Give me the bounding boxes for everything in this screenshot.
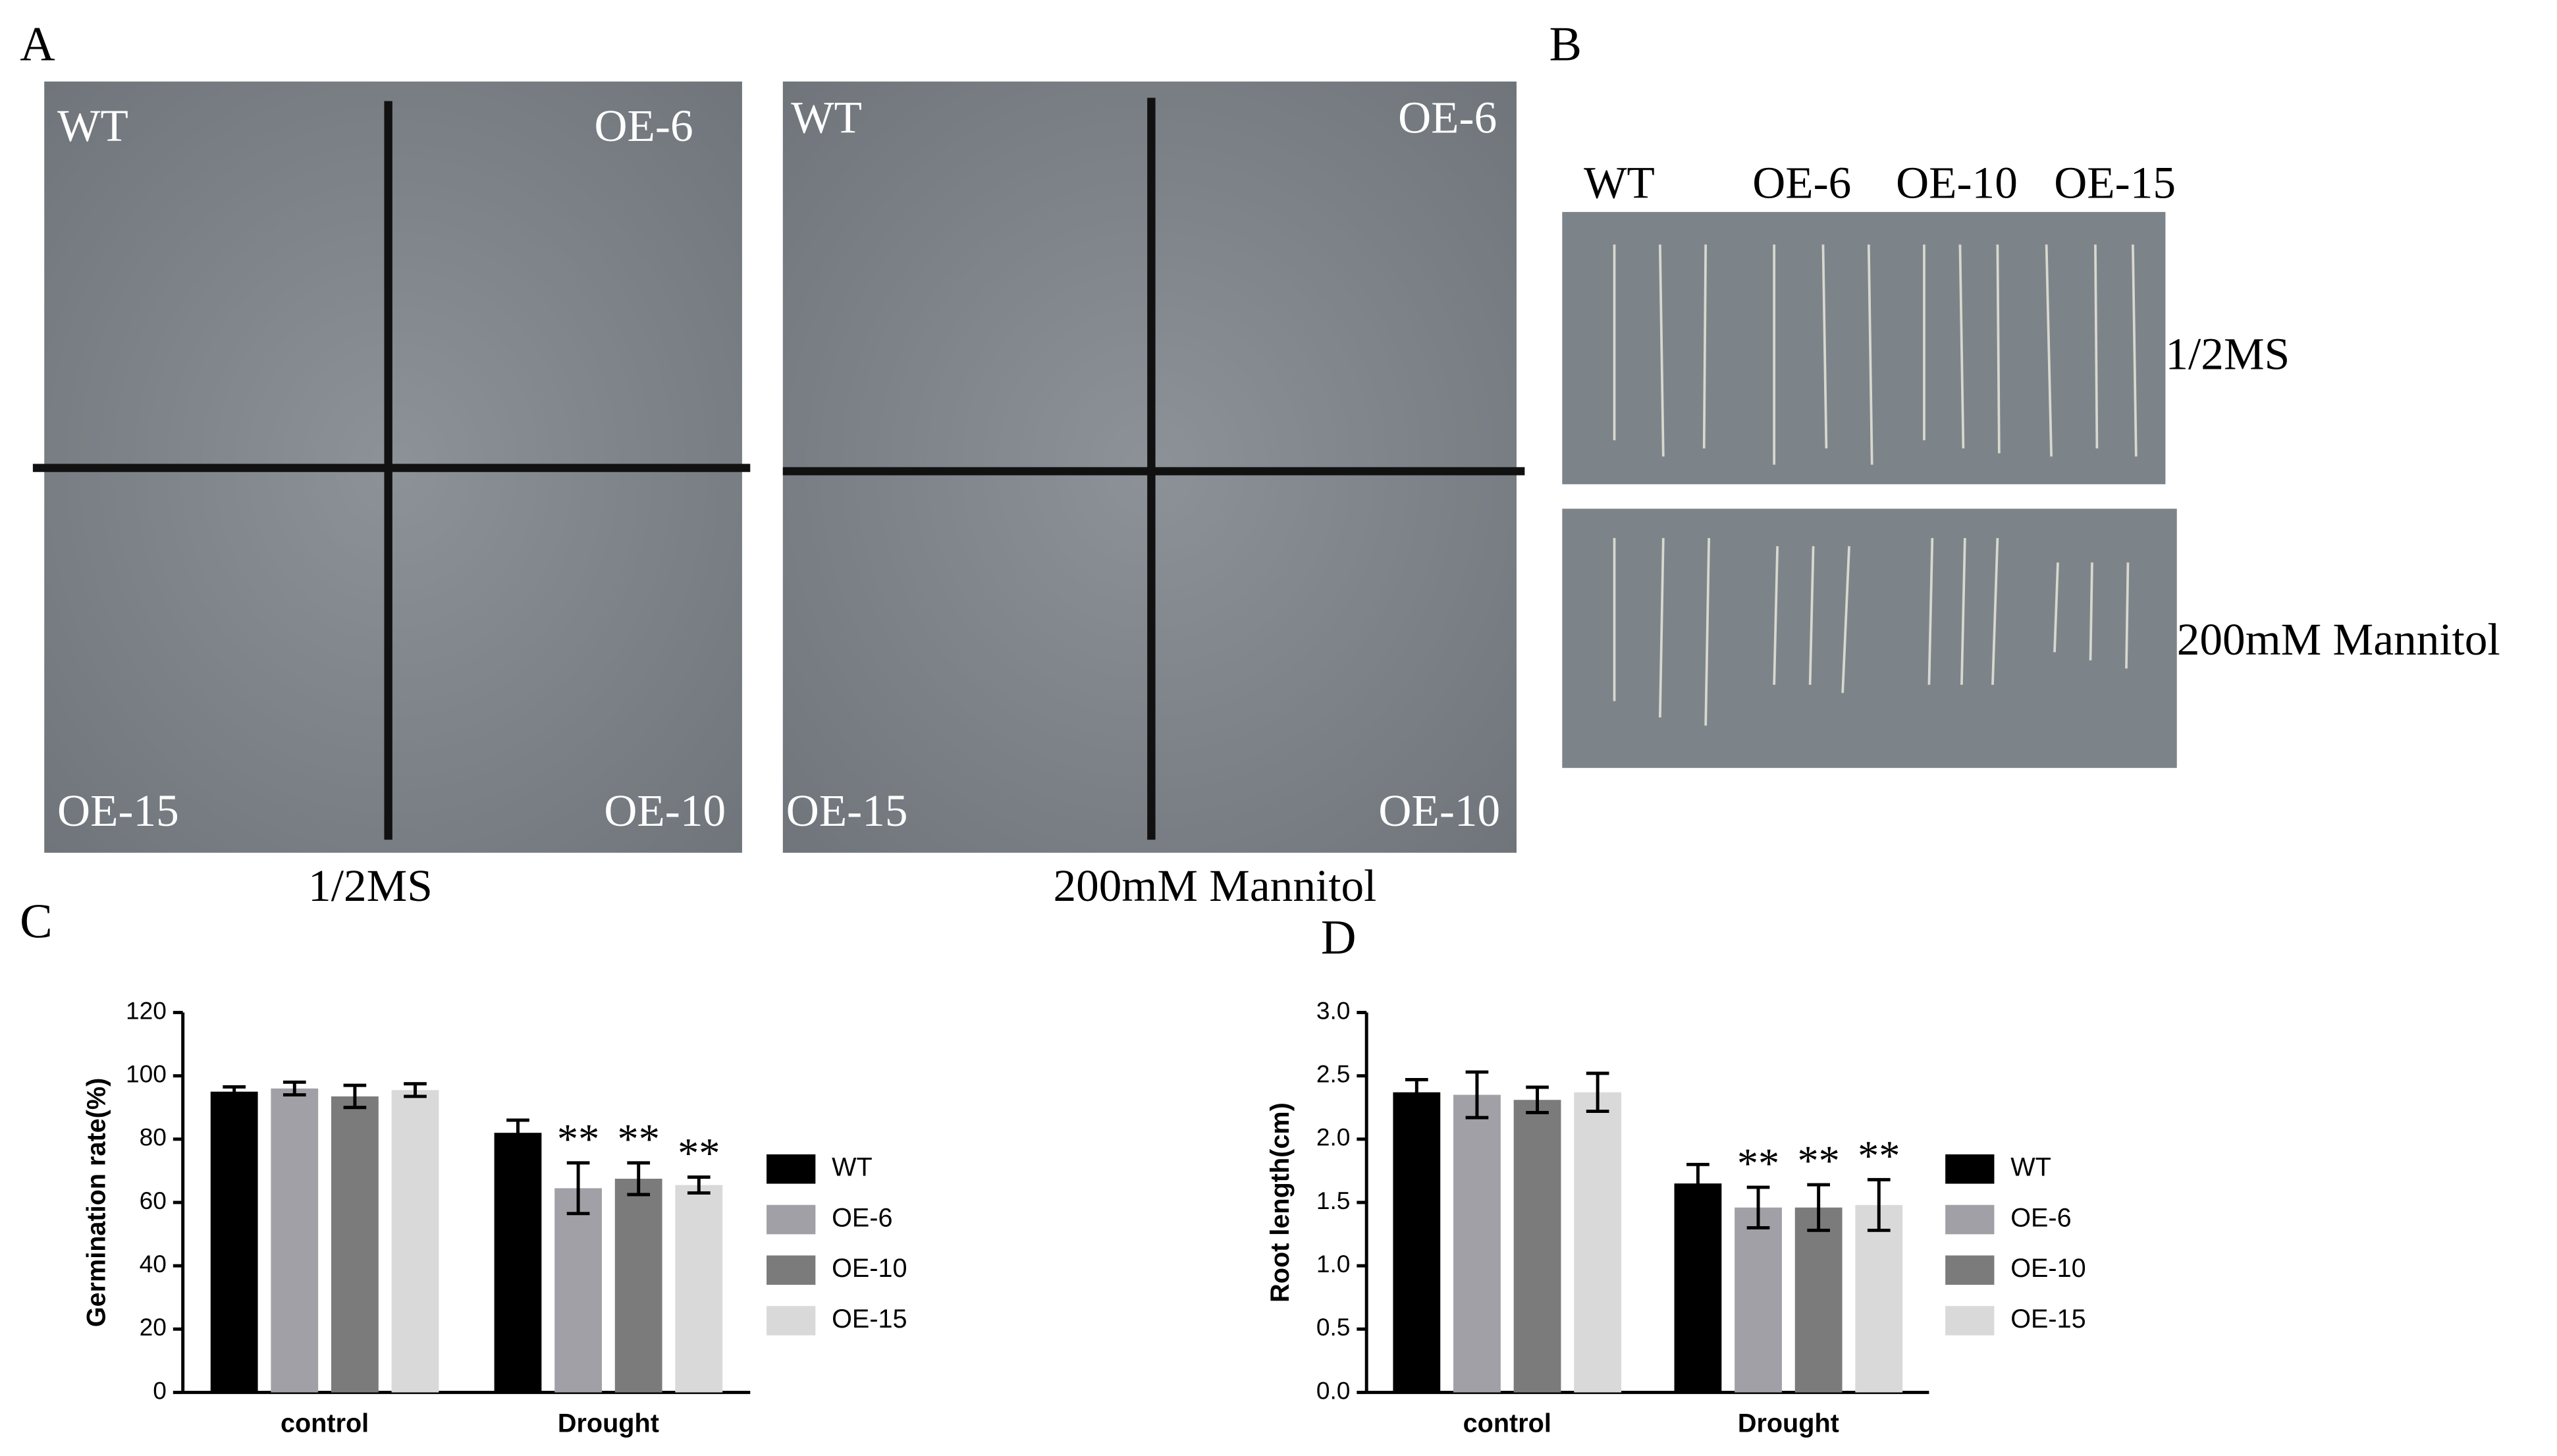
bar	[675, 1185, 723, 1393]
bar	[210, 1091, 258, 1393]
bar	[1674, 1183, 1722, 1393]
plate-label: OE-6	[595, 100, 693, 151]
x-tick-label: control	[1463, 1409, 1551, 1438]
panel-label: D	[1321, 911, 1357, 965]
y-tick-label: 0.5	[1316, 1313, 1351, 1341]
y-tick-label: 1.0	[1316, 1250, 1351, 1278]
significance-label: **	[678, 1130, 720, 1177]
plate-label: WT	[57, 100, 128, 151]
y-tick-label: 1.5	[1316, 1187, 1351, 1214]
plate-photo	[782, 81, 1525, 853]
line-label: OE-6	[1752, 157, 1851, 208]
bar	[494, 1133, 542, 1393]
y-tick-label: 0.0	[1316, 1376, 1351, 1404]
legend-label: OE-10	[2010, 1254, 2086, 1283]
root-photo	[1562, 508, 2177, 768]
y-tick-label: 0	[153, 1376, 167, 1404]
bar	[614, 1178, 662, 1393]
y-tick-label: 2.5	[1316, 1060, 1351, 1088]
y-tick-label: 40	[140, 1250, 167, 1278]
plate-label: OE-15	[57, 785, 179, 836]
significance-label: **	[1797, 1137, 1839, 1184]
line-label: OE-10	[1896, 157, 2018, 208]
y-tick-label: 2.0	[1316, 1123, 1351, 1151]
bar	[1855, 1204, 1903, 1393]
x-tick-label: control	[281, 1409, 369, 1438]
legend-label: OE-15	[2010, 1305, 2086, 1334]
significance-label: **	[618, 1116, 660, 1162]
plate-label: OE-15	[786, 785, 908, 836]
legend-label: WT	[2010, 1153, 2051, 1182]
x-tick-label: Drought	[558, 1409, 659, 1438]
legend-label: OE-10	[832, 1254, 907, 1283]
line-label: WT	[1584, 157, 1655, 208]
bar	[1794, 1207, 1843, 1393]
significance-label: **	[557, 1116, 599, 1162]
y-tick-label: 100	[126, 1060, 167, 1088]
plate-photo	[32, 81, 751, 853]
legend-label: OE-15	[832, 1305, 907, 1334]
panel-label: C	[20, 894, 53, 948]
legend-swatch	[767, 1154, 816, 1184]
legend-swatch	[767, 1306, 816, 1335]
y-tick-label: 80	[140, 1123, 167, 1151]
y-axis-label: Germination rate(%)	[82, 1078, 111, 1328]
bar	[331, 1096, 379, 1393]
legend-swatch	[1945, 1204, 1995, 1235]
legend-swatch	[1945, 1306, 1995, 1335]
y-tick-label: 20	[140, 1313, 167, 1341]
bar	[1453, 1094, 1501, 1393]
line-label: OE-15	[2054, 157, 2176, 208]
legend-label: OE-6	[832, 1203, 892, 1232]
x-tick-label: Drought	[1738, 1409, 1839, 1438]
y-tick-label: 60	[140, 1187, 167, 1214]
bar	[1735, 1207, 1782, 1393]
panel-label: B	[1549, 17, 1582, 71]
condition-label: 200mM Mannitol	[2177, 614, 2500, 664]
bar	[271, 1088, 319, 1393]
legend-swatch	[767, 1204, 816, 1235]
significance-label: **	[1737, 1140, 1779, 1187]
plate-label: OE-6	[1398, 92, 1497, 143]
condition-label: 1/2MS	[2165, 329, 2290, 379]
panel-label: A	[20, 17, 55, 71]
bar	[554, 1188, 602, 1393]
y-tick-label: 120	[126, 996, 167, 1024]
bar	[1574, 1092, 1622, 1393]
y-axis-label: Root length(cm)	[1266, 1102, 1295, 1303]
bar	[1513, 1100, 1561, 1393]
plate-caption: 200mM Mannitol	[1053, 860, 1376, 911]
plate-label: OE-10	[604, 785, 726, 836]
legend-label: OE-6	[2010, 1203, 2071, 1232]
legend-swatch	[1945, 1154, 1995, 1184]
plate-label: OE-10	[1378, 785, 1500, 836]
bar	[391, 1090, 439, 1393]
plate-caption: 1/2MS	[308, 860, 433, 911]
legend-swatch	[767, 1255, 816, 1285]
legend-label: WT	[832, 1153, 873, 1182]
legend-swatch	[1945, 1255, 1995, 1285]
plate-label: WT	[791, 92, 862, 143]
root-photo	[1562, 211, 2166, 485]
bar	[1393, 1092, 1441, 1393]
significance-label: **	[1858, 1132, 1900, 1179]
y-tick-label: 3.0	[1316, 996, 1351, 1024]
